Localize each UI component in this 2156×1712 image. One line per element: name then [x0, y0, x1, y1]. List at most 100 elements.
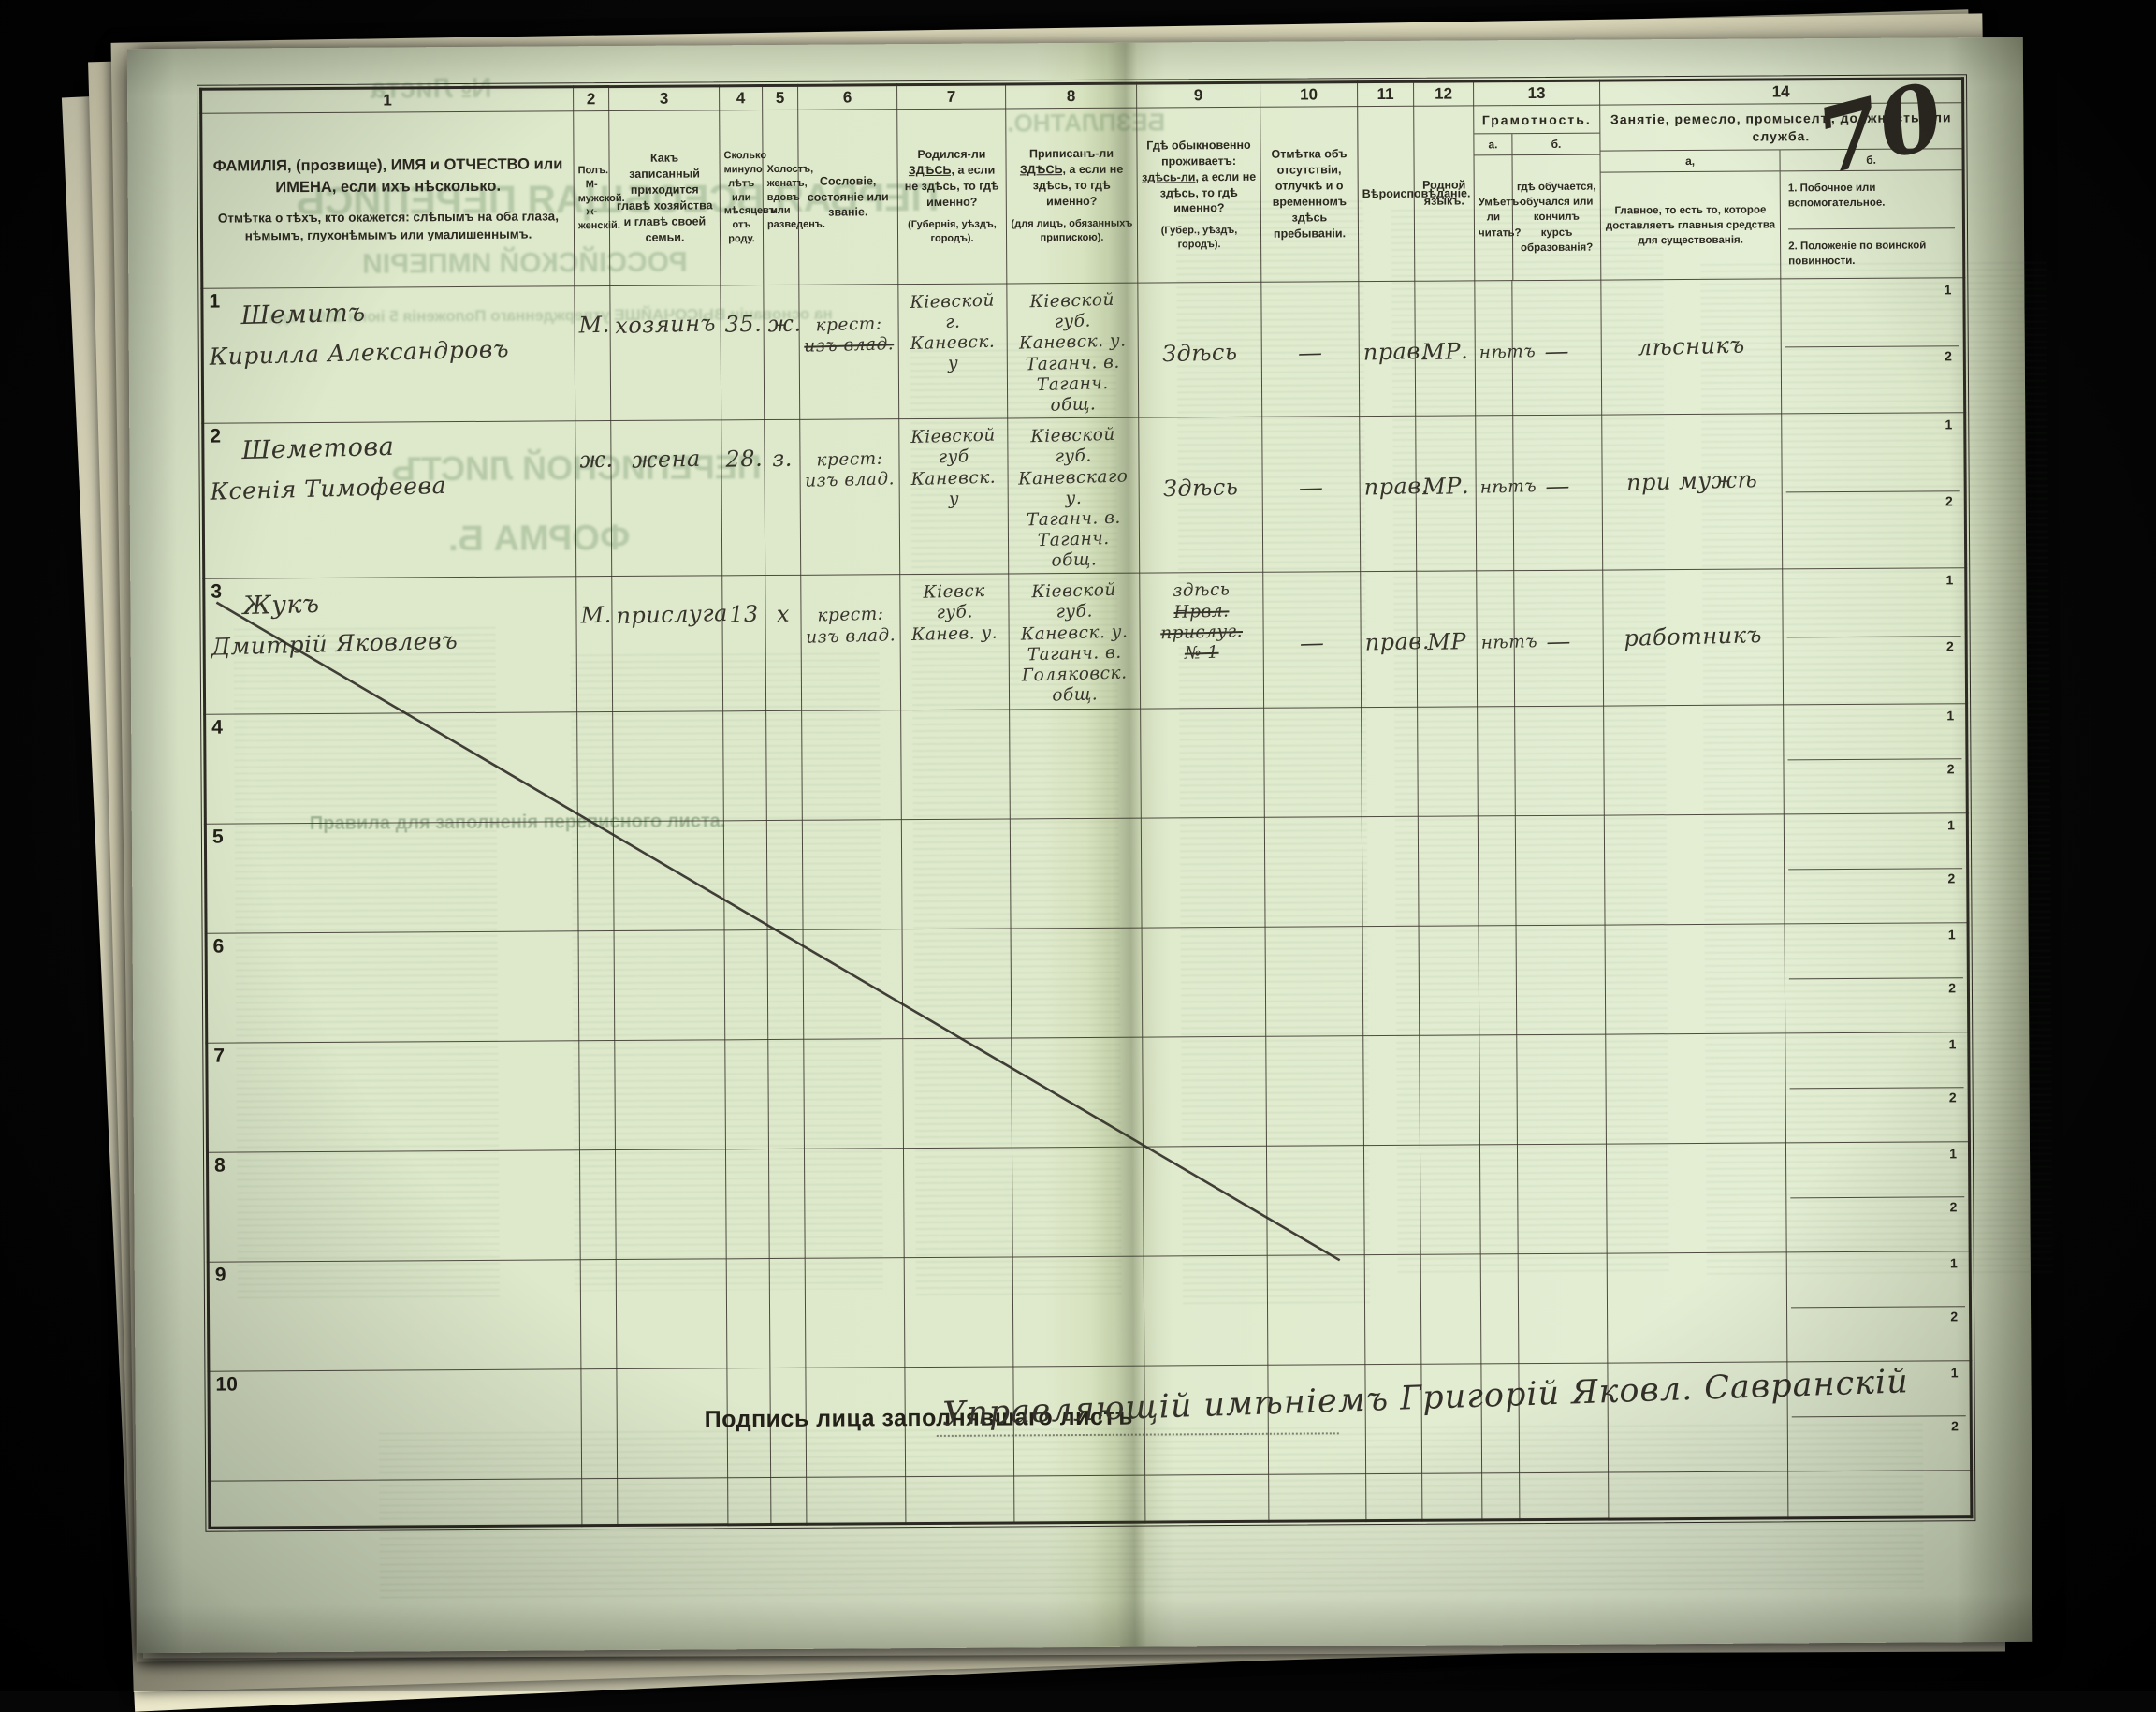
- cell-registration: Кіевской губ. Каневск. у. Таганч. в. Таг…: [1007, 283, 1139, 418]
- cell-reads: нѣтъ: [1476, 416, 1514, 572]
- hw-age: 28.: [725, 446, 761, 474]
- header-occupation-a: Главное, то есть то, которое доставляетъ…: [1601, 171, 1781, 279]
- cell-estate: крест: изъ влад.: [801, 575, 901, 710]
- cell-school: —: [1512, 280, 1602, 416]
- hw-surname: Шеметова: [241, 428, 572, 466]
- header-age: Сколько минуло лѣтъ или мѣсяцевъ отъ род…: [720, 110, 764, 285]
- cell-occupation-b: 1 2: [1783, 568, 1967, 704]
- cell-name: 7: [207, 1040, 580, 1151]
- sub-number: 1: [1951, 1365, 1959, 1380]
- cell-name: 9: [208, 1259, 581, 1370]
- cell-name: 2 Шеметова Ксенія Тимофеева: [203, 421, 576, 579]
- cell-language: МР: [1417, 571, 1478, 707]
- col-number: 4: [720, 86, 763, 110]
- hw-reads: нѣтъ: [1480, 633, 1510, 654]
- cell-language: МР.: [1415, 281, 1476, 417]
- header-name-title: ФАМИЛІЯ, (прозвище), ИМЯ и ОТЧЕСТВО или …: [206, 154, 569, 200]
- cell-name: 3 Жукъ Дмитрій Яковлевъ: [204, 577, 577, 714]
- row-number: 7: [213, 1045, 225, 1067]
- row-number: 8: [214, 1154, 226, 1177]
- col-number: 3: [609, 86, 720, 111]
- hw-registration: Каневск. у.: [1011, 331, 1134, 356]
- cell-residence: здѣсь Нрвл. прислуг. № 1: [1140, 573, 1264, 709]
- header-sex: Полъ. М-мужской. ж-женскій.: [574, 111, 610, 286]
- col-number: 10: [1260, 82, 1358, 108]
- cell-occupation-b: 1 2: [1782, 413, 1966, 570]
- row-number: 1: [209, 291, 220, 314]
- sub-number: 1: [1950, 1255, 1958, 1270]
- hw-occupation: работникъ: [1607, 622, 1779, 653]
- col-number: 7: [897, 84, 1006, 110]
- hw-residence: здѣсь: [1144, 579, 1260, 604]
- cell-name: 5: [205, 821, 578, 932]
- row-number: 9: [215, 1264, 226, 1286]
- row-number: 6: [213, 935, 225, 958]
- sub-number: 1: [1945, 282, 1952, 297]
- sub-number: 2: [1947, 761, 1955, 776]
- hw-registration: Таганч. в.: [1012, 352, 1135, 376]
- hw-school: —: [1518, 628, 1599, 658]
- header-occupation-a-letter: а,: [1600, 150, 1779, 172]
- cell-marital: х: [765, 576, 802, 710]
- header-residence-text: Гдѣ обыкновенно проживаетъ:: [1146, 139, 1251, 168]
- cell-sex: ж.: [575, 421, 612, 578]
- header-registration-note: (для лицъ, обязанныхъ припискою).: [1011, 217, 1133, 245]
- col-number: 2: [574, 87, 609, 111]
- hw-estate: крест:: [804, 448, 896, 472]
- sub-number: 1: [1949, 1146, 1957, 1161]
- hw-registration: Кіевской губ.: [1012, 580, 1136, 625]
- hw-estate: крест:: [805, 605, 896, 628]
- hw-registration: Кіевской губ.: [1012, 424, 1135, 469]
- hw-residence: Здѣсь: [1143, 475, 1259, 504]
- header-literacy-title: Грамотность.: [1474, 106, 1599, 135]
- cell-absence: —: [1263, 572, 1362, 708]
- cell-reads: нѣтъ: [1475, 281, 1513, 416]
- cell-residence: Здѣсь: [1138, 282, 1262, 417]
- hw-estate2: изъ влад.: [804, 469, 896, 492]
- hw-estate2: изъ влад.: [805, 625, 896, 649]
- hw-absence: —: [1265, 339, 1355, 369]
- occupation-side-cell: 1: [1785, 415, 1960, 491]
- cell-name: 6: [206, 930, 579, 1042]
- sub-number: 1: [1945, 417, 1952, 432]
- table-row: 1 Шемитъ Кирилла Александровъ М. хозяинъ…: [202, 278, 1965, 424]
- hw-language: МР: [1420, 629, 1473, 656]
- col-number: 12: [1414, 81, 1474, 106]
- col-number: 1: [201, 87, 574, 113]
- hw-school: —: [1516, 338, 1597, 368]
- col-number: 13: [1474, 80, 1600, 106]
- cell-estate: крест: изъ влад.: [800, 419, 900, 576]
- header-residence-note: (Губер., уѣздъ, городъ).: [1142, 224, 1257, 252]
- header-occupation-b1: 1. Побочное или вспомогательное.: [1788, 180, 1955, 220]
- hw-registration: Голяковск. общ.: [1012, 663, 1136, 708]
- cell-relation: жена: [611, 420, 722, 577]
- occupation-side-cell: 1: [1785, 280, 1959, 346]
- sub-number: 1: [1946, 708, 1954, 723]
- cell-relation: хозяинъ: [610, 285, 721, 421]
- cell-occupation: при мужѣ: [1602, 414, 1783, 570]
- cell-birthplace: Кіевской г. Каневск. у: [898, 284, 1008, 419]
- sub-number: 2: [1947, 871, 1955, 885]
- hw-fullname: Дмитрій Яковлевъ: [211, 625, 573, 662]
- cell-age: 28.: [721, 420, 765, 577]
- military-cell: 2: [1787, 636, 1961, 702]
- cell-age: 13: [722, 576, 766, 710]
- hw-sex: М.: [578, 313, 606, 339]
- sub-number: 2: [1950, 1309, 1958, 1324]
- cell-relation: прислуга: [612, 576, 723, 711]
- hw-occupation: лѣсникъ: [1605, 332, 1777, 363]
- hw-registration: Кіевской губ.: [1011, 289, 1134, 334]
- cell-absence: —: [1261, 282, 1360, 417]
- hw-birthplace2: Каневск. у: [903, 467, 1004, 511]
- hw-birthplace2: Каневск. у: [902, 332, 1003, 376]
- col-number: 8: [1006, 83, 1137, 109]
- cell-name: 4: [205, 711, 578, 823]
- header-registration-here: ЗДѢСЬ,: [1020, 163, 1066, 176]
- hw-registration: Каневскаго у.: [1012, 466, 1135, 511]
- cell-religion: прав.: [1360, 416, 1417, 572]
- table-row: 3 Жукъ Дмитрій Яковлевъ М. прислуга 13 х…: [204, 568, 1967, 714]
- header-birthplace-text: Родился-ли: [917, 148, 985, 161]
